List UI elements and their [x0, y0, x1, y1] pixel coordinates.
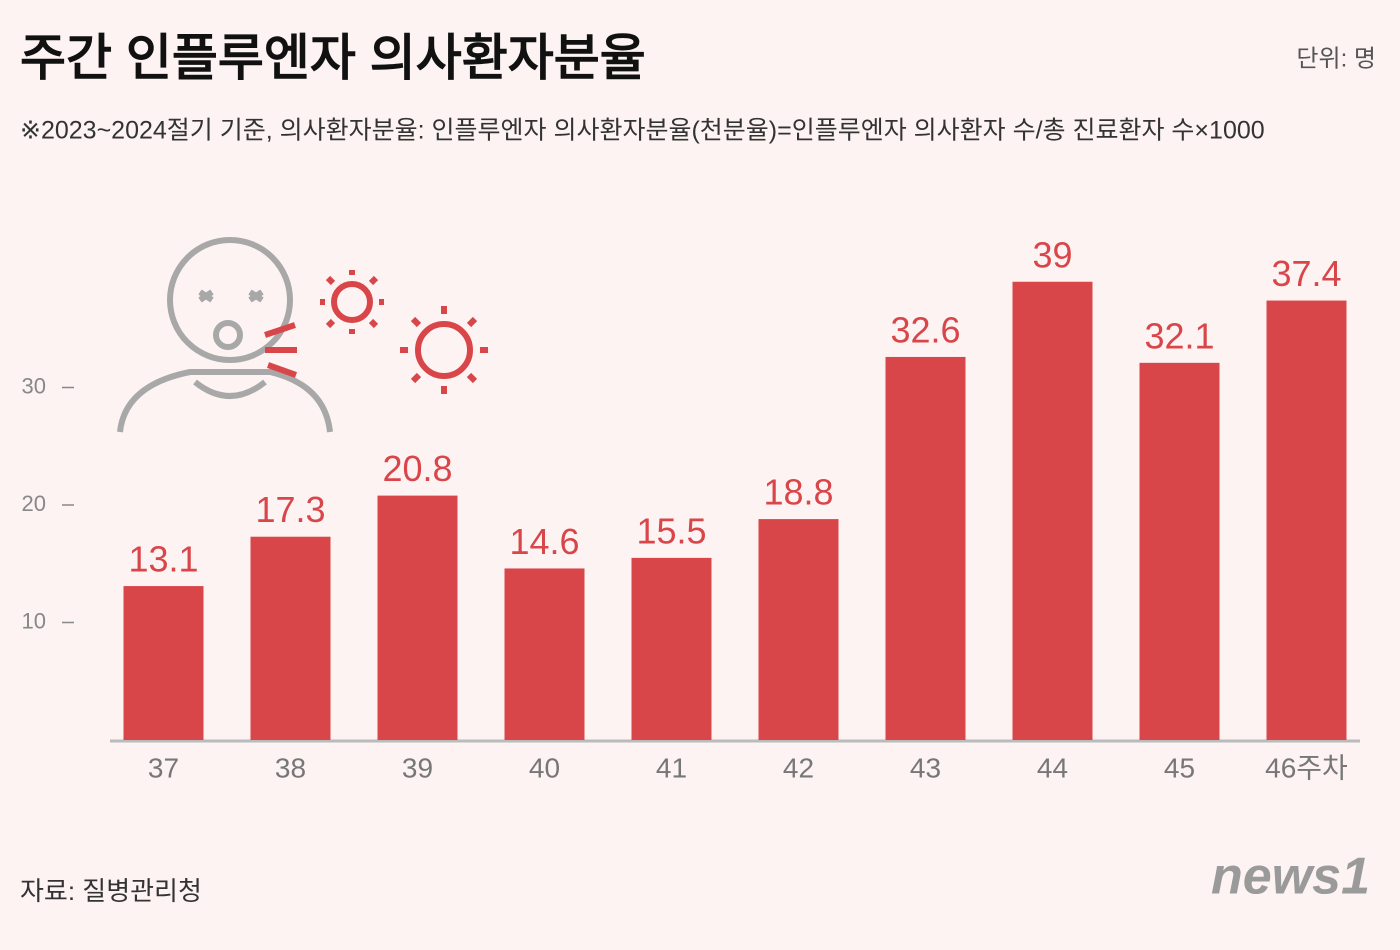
bar	[758, 519, 839, 740]
virus-icon	[264, 270, 488, 394]
value-label: 39	[1032, 234, 1072, 275]
x-tick-label: 38	[275, 752, 306, 783]
value-label: 32.6	[890, 309, 960, 350]
x-tick-label: 42	[783, 752, 814, 783]
x-tick-label: 41	[656, 752, 687, 783]
x-tick-label: 37	[148, 752, 179, 783]
x-tick-label: 40	[529, 752, 560, 783]
y-tick-label: 20	[22, 491, 46, 516]
value-label: 13.1	[128, 539, 198, 580]
x-tick-label: 46주차	[1265, 752, 1348, 783]
value-label: 32.1	[1144, 315, 1214, 356]
y-tick-label: 10	[22, 608, 46, 633]
x-tick-label: 45	[1164, 752, 1195, 783]
bar	[1139, 362, 1220, 740]
y-tick-label: 30	[22, 373, 46, 398]
value-label: 14.6	[509, 521, 579, 562]
chart-title: 주간 인플루엔자 의사환자분율	[20, 30, 646, 86]
logo: news1	[1211, 848, 1370, 906]
subtitle: ※2023~2024절기 기준, 의사환자분율: 인플루엔자 의사환자분율(천분…	[20, 117, 1265, 145]
bar	[885, 356, 966, 740]
x-tick-label: 44	[1037, 752, 1068, 783]
value-label: 15.5	[636, 510, 706, 551]
bar	[1012, 281, 1093, 740]
value-label: 17.3	[255, 489, 325, 530]
bar	[504, 568, 585, 740]
value-label: 20.8	[382, 448, 452, 489]
value-label: 37.4	[1271, 253, 1341, 294]
bar	[631, 557, 712, 740]
x-tick-label: 43	[910, 752, 941, 783]
source: 자료: 질병관리청	[20, 876, 202, 906]
bar	[250, 536, 331, 740]
unit-label: 단위: 명	[1296, 45, 1376, 72]
bar	[123, 586, 204, 740]
bar	[1266, 300, 1347, 740]
x-tick-label: 39	[402, 752, 433, 783]
value-label: 18.8	[763, 472, 833, 513]
bar	[377, 495, 458, 740]
patient-icon	[117, 237, 333, 433]
